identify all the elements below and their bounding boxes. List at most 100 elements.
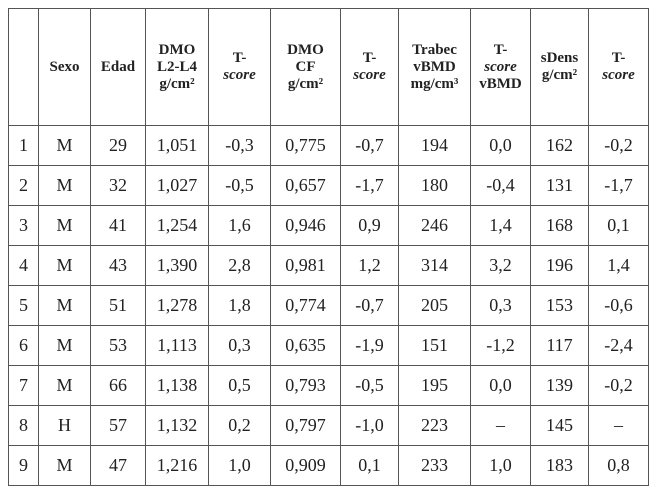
header-line: vBMD bbox=[479, 75, 522, 92]
table-cell: -1,0 bbox=[340, 405, 399, 446]
header-line: g/cm² bbox=[541, 67, 578, 83]
table-cell: 196 bbox=[530, 245, 589, 286]
table-cell: 0,981 bbox=[270, 245, 341, 286]
table-cell: -2,4 bbox=[588, 325, 649, 366]
table-cell: 0,946 bbox=[270, 205, 341, 246]
table-cell: M bbox=[38, 165, 91, 206]
table-cell: 32 bbox=[90, 165, 146, 206]
table-cell: 0,0 bbox=[470, 365, 531, 406]
table-cell: 139 bbox=[530, 365, 589, 406]
header-line: score bbox=[353, 67, 386, 83]
header-line: score bbox=[484, 58, 517, 75]
table-cell: – bbox=[470, 405, 531, 446]
table-cell: 1,390 bbox=[145, 245, 209, 286]
table-cell: -1,7 bbox=[340, 165, 399, 206]
table-cell: -0,2 bbox=[588, 365, 649, 406]
table-cell: 0,797 bbox=[270, 405, 341, 446]
table-cell: 1,132 bbox=[145, 405, 209, 446]
table-cell: 3,2 bbox=[470, 245, 531, 286]
table-cell: -1,2 bbox=[470, 325, 531, 366]
table-cell: -0,7 bbox=[340, 125, 399, 166]
table-cell: 47 bbox=[90, 445, 146, 486]
table-cell: 194 bbox=[398, 125, 471, 166]
table-cell: 0,8 bbox=[588, 445, 649, 486]
header-line: T- bbox=[362, 50, 377, 66]
table-cell: -0,7 bbox=[340, 285, 399, 326]
table-cell: 8 bbox=[8, 405, 39, 446]
table-cell: M bbox=[38, 245, 91, 286]
table-cell: 1,216 bbox=[145, 445, 209, 486]
table-cell: 314 bbox=[398, 245, 471, 286]
header-cell: Trabec vBMD mg/cm³ bbox=[398, 8, 471, 126]
table-cell: 0,635 bbox=[270, 325, 341, 366]
header-line: Edad bbox=[100, 58, 136, 75]
data-table: Sexo Edad DMO L2-L4 g/cm² T-score DMO CF g/cm² T-… bbox=[8, 8, 649, 486]
table-cell: 1,113 bbox=[145, 325, 209, 366]
table-cell: 1,051 bbox=[145, 125, 209, 166]
header-cell: DMO L2-L4 g/cm² bbox=[145, 8, 209, 126]
table-cell: 0,5 bbox=[208, 365, 271, 406]
header-row: Sexo Edad DMO L2-L4 g/cm² T-score DMO CF g/cm² T-… bbox=[8, 8, 649, 126]
table-cell: 168 bbox=[530, 205, 589, 246]
table-row: 7 M 66 1,138 0,5 0,793 -0,5 195 0,0 139 -0,2 bbox=[8, 365, 649, 406]
table-row: 4 M 43 1,390 2,8 0,981 1,2 314 3,2 196 1,4 bbox=[8, 245, 649, 286]
table-cell: -0,6 bbox=[588, 285, 649, 326]
table-cell: M bbox=[38, 285, 91, 326]
table-cell: 4 bbox=[8, 245, 39, 286]
table-cell: 195 bbox=[398, 365, 471, 406]
header-line: Sexo bbox=[49, 58, 80, 75]
table-cell: 246 bbox=[398, 205, 471, 246]
table-cell: -0,5 bbox=[208, 165, 271, 206]
table-cell: 66 bbox=[90, 365, 146, 406]
table-cell: 0,9 bbox=[340, 205, 399, 246]
table-cell: 2,8 bbox=[208, 245, 271, 286]
table-cell: 0,3 bbox=[470, 285, 531, 326]
table-cell: 233 bbox=[398, 445, 471, 486]
table-cell: 1,0 bbox=[470, 445, 531, 486]
table-cell: 5 bbox=[8, 285, 39, 326]
table-row: 6 M 53 1,113 0,3 0,635 -1,9 151 -1,2 117 -2,4 bbox=[8, 325, 649, 366]
table-cell: 151 bbox=[398, 325, 471, 366]
table-row: 2 M 32 1,027 -0,5 0,657 -1,7 180 -0,4 131 -1,7 bbox=[8, 165, 649, 206]
table-cell: 205 bbox=[398, 285, 471, 326]
table-cell: M bbox=[38, 125, 91, 166]
table-cell: 131 bbox=[530, 165, 589, 206]
table-cell: -0,2 bbox=[588, 125, 649, 166]
header-line: g/cm² bbox=[287, 75, 324, 92]
table-cell: M bbox=[38, 325, 91, 366]
header-line: CF bbox=[295, 58, 316, 75]
table-cell: 29 bbox=[90, 125, 146, 166]
table-body: 1 M 29 1,051 -0,3 0,775 -0,7 194 0,0 162 -0,2 2 M 32 1… bbox=[8, 125, 649, 486]
table-cell: 1,138 bbox=[145, 365, 209, 406]
table-cell: 0,774 bbox=[270, 285, 341, 326]
header-line: T- bbox=[493, 41, 508, 58]
table-cell: 7 bbox=[8, 365, 39, 406]
table-cell: -1,7 bbox=[588, 165, 649, 206]
table-cell: 43 bbox=[90, 245, 146, 286]
table-cell: 0,775 bbox=[270, 125, 341, 166]
table-cell: M bbox=[38, 205, 91, 246]
table-cell: 51 bbox=[90, 285, 146, 326]
header-cell: T-score bbox=[588, 8, 649, 126]
header-line: Trabec bbox=[412, 41, 457, 58]
header-cell: T-score vBMD bbox=[470, 8, 531, 126]
table-cell: 1,027 bbox=[145, 165, 209, 206]
table-cell: 0,1 bbox=[340, 445, 399, 486]
table-cell: 1 bbox=[8, 125, 39, 166]
header-cell: Edad bbox=[90, 8, 146, 126]
table-cell: 0,3 bbox=[208, 325, 271, 366]
table-cell: 117 bbox=[530, 325, 589, 366]
table-row: 1 M 29 1,051 -0,3 0,775 -0,7 194 0,0 162 -0,2 bbox=[8, 125, 649, 166]
header-cell: T-score bbox=[340, 8, 399, 126]
table-cell: 2 bbox=[8, 165, 39, 206]
header-line: T- bbox=[232, 50, 247, 66]
table-cell: 1,4 bbox=[588, 245, 649, 286]
table-cell: – bbox=[588, 405, 649, 446]
table-row: 3 M 41 1,254 1,6 0,946 0,9 246 1,4 168 0,1 bbox=[8, 205, 649, 246]
table-cell: -0,3 bbox=[208, 125, 271, 166]
header-line: DMO bbox=[158, 41, 196, 58]
table-cell: 41 bbox=[90, 205, 146, 246]
table-cell: 180 bbox=[398, 165, 471, 206]
table-cell: -0,4 bbox=[470, 165, 531, 206]
table-cell: 1,278 bbox=[145, 285, 209, 326]
